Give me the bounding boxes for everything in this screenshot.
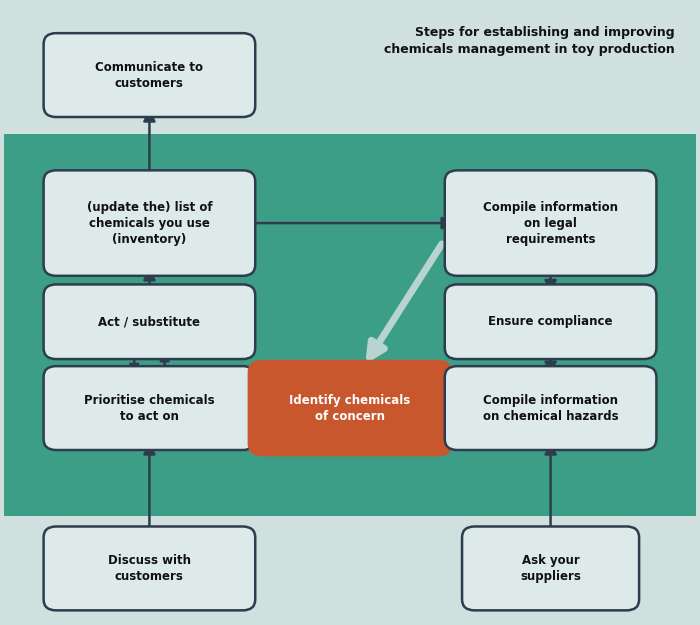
FancyBboxPatch shape (444, 284, 657, 359)
Text: Act / substitute: Act / substitute (99, 315, 200, 328)
FancyBboxPatch shape (43, 526, 256, 611)
Bar (4, 4, 696, 134)
Text: Communicate to
customers: Communicate to customers (95, 61, 204, 89)
FancyBboxPatch shape (462, 526, 639, 611)
Text: (update the) list of
chemicals you use
(inventory): (update the) list of chemicals you use (… (87, 201, 212, 246)
Bar (4, 134, 696, 516)
Text: Ask your
suppliers: Ask your suppliers (520, 554, 581, 583)
FancyBboxPatch shape (43, 33, 256, 117)
FancyBboxPatch shape (444, 171, 657, 276)
Text: Ensure compliance: Ensure compliance (489, 315, 612, 328)
FancyBboxPatch shape (43, 366, 256, 450)
FancyBboxPatch shape (444, 366, 657, 450)
Text: Discuss with
customers: Discuss with customers (108, 554, 191, 583)
FancyBboxPatch shape (43, 284, 256, 359)
Text: Compile information
on legal
requirements: Compile information on legal requirement… (483, 201, 618, 246)
Text: Prioritise chemicals
to act on: Prioritise chemicals to act on (84, 394, 215, 422)
FancyBboxPatch shape (43, 171, 256, 276)
Text: Identify chemicals
of concern: Identify chemicals of concern (289, 394, 411, 422)
Text: Steps for establishing and improving
chemicals management in toy production: Steps for establishing and improving che… (384, 26, 675, 56)
Text: Compile information
on chemical hazards: Compile information on chemical hazards (483, 394, 618, 422)
Bar (4, 516, 696, 621)
FancyBboxPatch shape (249, 361, 451, 454)
